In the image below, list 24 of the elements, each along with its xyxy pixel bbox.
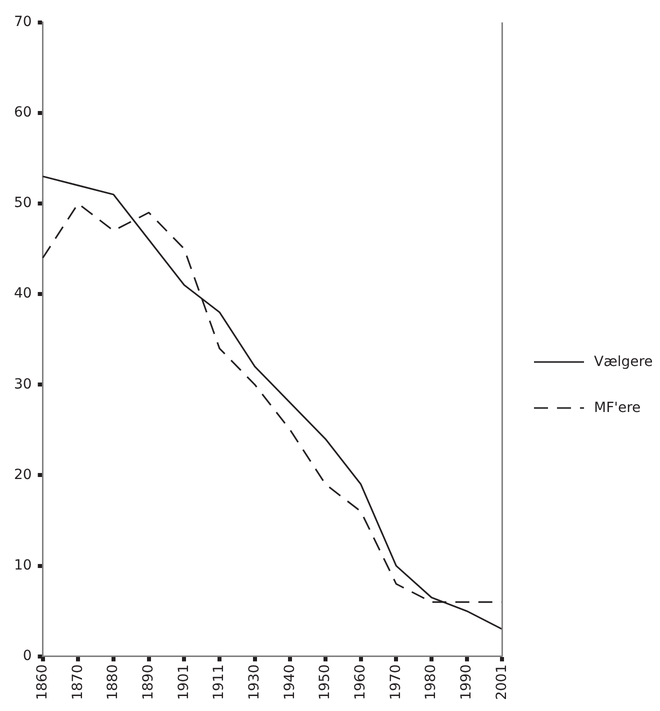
x-tick-label: 1870: [70, 664, 86, 700]
y-tick-label: 30: [14, 376, 32, 392]
x-tick-label: 1990: [458, 664, 475, 700]
legend-label: Vælgere: [594, 354, 653, 370]
x-tick-label: 1911: [211, 664, 228, 700]
x-tick-label: 2001: [494, 664, 510, 700]
y-tick-label: 70: [14, 14, 32, 30]
y-tick-label: 60: [14, 104, 32, 121]
x-tick-label: 1930: [246, 664, 262, 700]
x-tick-label: 1940: [282, 664, 298, 700]
y-tick-label: 10: [14, 557, 32, 574]
y-tick-label: 0: [22, 648, 32, 664]
x-tick-label: 1890: [140, 664, 156, 700]
x-tick-label: 1860: [34, 664, 50, 700]
legend-label: MF'ere: [594, 400, 641, 416]
y-tick-label: 50: [14, 195, 32, 212]
x-tick-label: 1901: [176, 664, 192, 700]
x-tick-label: 1980: [423, 664, 440, 700]
x-tick-label: 1950: [317, 664, 334, 700]
x-tick-label: 1960: [352, 664, 368, 700]
x-tick-label: 1970: [388, 664, 404, 700]
x-tick-label: 1880: [105, 664, 122, 700]
y-tick-label: 40: [14, 286, 32, 302]
y-tick-label: 20: [14, 466, 32, 483]
